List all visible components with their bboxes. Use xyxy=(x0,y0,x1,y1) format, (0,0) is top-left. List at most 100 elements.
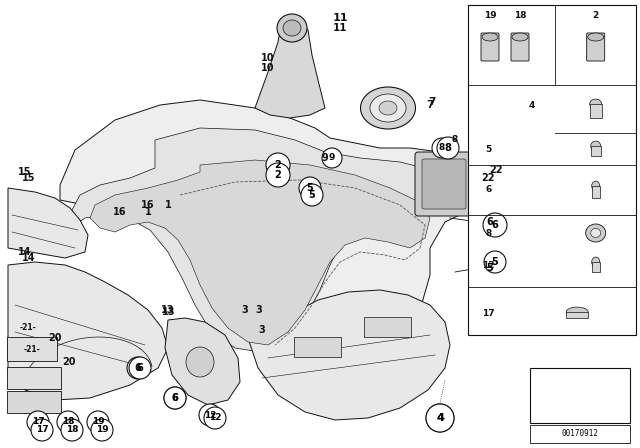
Text: 9: 9 xyxy=(322,153,328,163)
Text: 5: 5 xyxy=(307,183,314,193)
Text: 12: 12 xyxy=(209,414,221,422)
Ellipse shape xyxy=(283,20,301,36)
Circle shape xyxy=(164,387,186,409)
Text: 18: 18 xyxy=(61,418,74,426)
Text: 14: 14 xyxy=(18,247,31,257)
Text: 19: 19 xyxy=(96,426,108,435)
Text: 5: 5 xyxy=(308,190,316,200)
Text: 6: 6 xyxy=(136,363,143,373)
FancyBboxPatch shape xyxy=(587,33,605,61)
FancyBboxPatch shape xyxy=(589,104,602,118)
Polygon shape xyxy=(255,18,325,118)
FancyBboxPatch shape xyxy=(592,186,600,198)
Polygon shape xyxy=(8,188,88,258)
Text: 16: 16 xyxy=(141,200,155,210)
Ellipse shape xyxy=(588,33,604,41)
Polygon shape xyxy=(165,318,240,405)
Text: 3: 3 xyxy=(255,305,262,315)
Circle shape xyxy=(484,251,506,273)
Circle shape xyxy=(426,404,454,432)
Circle shape xyxy=(164,387,186,409)
Circle shape xyxy=(479,257,501,279)
FancyBboxPatch shape xyxy=(591,146,601,156)
Ellipse shape xyxy=(586,224,605,242)
Text: 19: 19 xyxy=(92,418,104,426)
Text: 20: 20 xyxy=(62,357,76,367)
Text: 1: 1 xyxy=(164,200,172,210)
Ellipse shape xyxy=(591,228,601,237)
Circle shape xyxy=(432,138,452,158)
Text: 8: 8 xyxy=(452,135,458,145)
FancyBboxPatch shape xyxy=(592,262,600,272)
Circle shape xyxy=(437,137,459,159)
Circle shape xyxy=(204,407,226,429)
FancyBboxPatch shape xyxy=(422,159,466,209)
Ellipse shape xyxy=(360,87,415,129)
Text: 13: 13 xyxy=(161,307,175,317)
FancyBboxPatch shape xyxy=(566,312,588,318)
Circle shape xyxy=(483,213,507,237)
Ellipse shape xyxy=(512,33,528,41)
Text: 2: 2 xyxy=(275,170,282,180)
Text: 15: 15 xyxy=(18,167,31,177)
Text: 11: 11 xyxy=(332,13,348,23)
Polygon shape xyxy=(248,290,450,420)
Circle shape xyxy=(87,411,109,433)
Circle shape xyxy=(301,184,323,206)
Text: 14: 14 xyxy=(22,253,35,263)
Circle shape xyxy=(31,419,53,441)
Circle shape xyxy=(266,153,290,177)
Circle shape xyxy=(199,404,221,426)
Text: 12: 12 xyxy=(482,260,495,270)
Text: 6: 6 xyxy=(486,217,493,227)
Text: 00170912: 00170912 xyxy=(561,430,598,439)
FancyBboxPatch shape xyxy=(511,33,529,61)
Ellipse shape xyxy=(592,181,600,191)
Text: 5: 5 xyxy=(485,145,492,154)
Text: 4: 4 xyxy=(436,413,444,423)
FancyBboxPatch shape xyxy=(364,317,411,337)
Text: 15: 15 xyxy=(22,173,35,183)
Text: 19: 19 xyxy=(484,10,496,20)
Circle shape xyxy=(322,148,342,168)
Text: 17: 17 xyxy=(32,418,44,426)
Text: 2: 2 xyxy=(275,160,282,170)
FancyBboxPatch shape xyxy=(294,337,341,357)
Polygon shape xyxy=(8,262,168,400)
Text: 2: 2 xyxy=(593,10,599,20)
Text: 3: 3 xyxy=(258,325,265,335)
Circle shape xyxy=(426,404,454,432)
Text: 12: 12 xyxy=(204,410,216,419)
Text: 17: 17 xyxy=(482,309,495,318)
FancyBboxPatch shape xyxy=(530,368,630,423)
Circle shape xyxy=(129,357,151,379)
FancyBboxPatch shape xyxy=(415,152,473,216)
Ellipse shape xyxy=(379,101,397,115)
Text: 4: 4 xyxy=(436,413,444,423)
Text: 3: 3 xyxy=(242,305,248,315)
Text: 20: 20 xyxy=(49,333,62,343)
Text: 1: 1 xyxy=(145,207,152,217)
Circle shape xyxy=(478,210,502,234)
Text: 18: 18 xyxy=(514,10,526,20)
Polygon shape xyxy=(72,128,458,352)
Polygon shape xyxy=(60,100,480,368)
Circle shape xyxy=(27,411,49,433)
Text: 5: 5 xyxy=(492,257,499,267)
Text: 8: 8 xyxy=(439,143,445,152)
FancyBboxPatch shape xyxy=(468,5,636,335)
Text: 6: 6 xyxy=(172,393,179,403)
FancyBboxPatch shape xyxy=(481,33,499,61)
FancyBboxPatch shape xyxy=(7,337,57,361)
Circle shape xyxy=(266,163,290,187)
FancyBboxPatch shape xyxy=(7,391,61,413)
Text: 10: 10 xyxy=(261,53,275,63)
Text: 6: 6 xyxy=(492,220,499,230)
Ellipse shape xyxy=(277,14,307,42)
Text: 18: 18 xyxy=(66,426,78,435)
Circle shape xyxy=(57,411,79,433)
Text: 4: 4 xyxy=(529,100,535,109)
Text: -21-: -21- xyxy=(20,323,36,332)
Text: 9: 9 xyxy=(329,154,335,163)
Circle shape xyxy=(91,419,113,441)
